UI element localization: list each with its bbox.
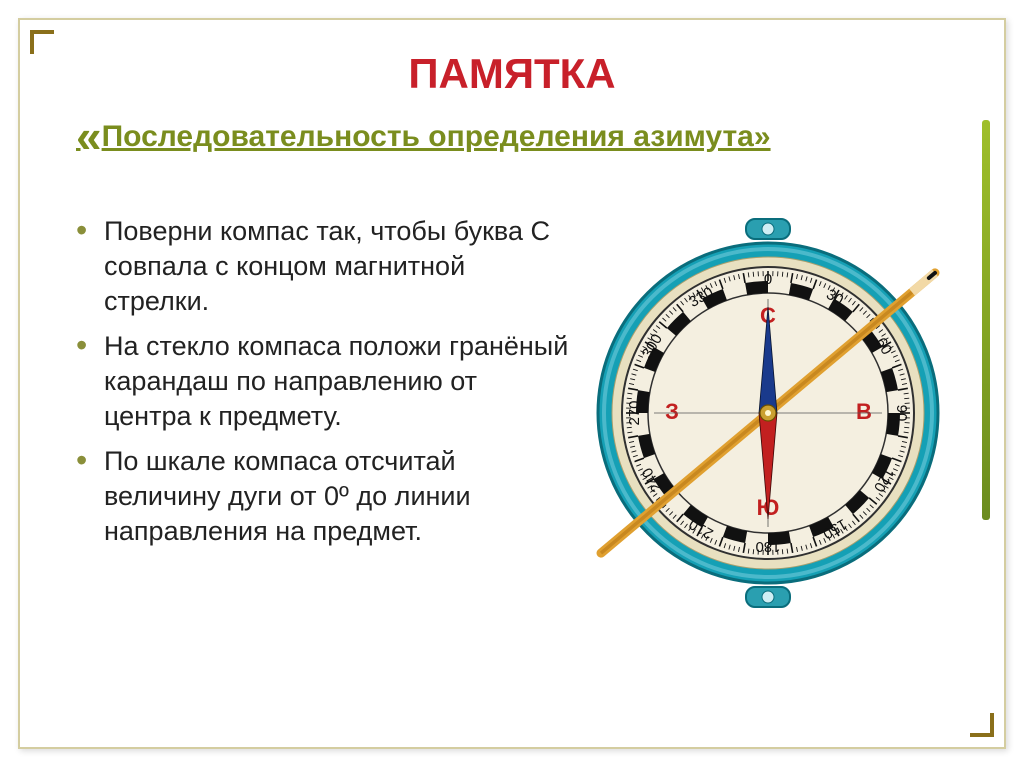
svg-text:180: 180 — [755, 538, 780, 555]
subtitle-quote: « — [76, 110, 102, 162]
svg-text:В: В — [856, 398, 872, 423]
slide-content: ПАМЯТКА «Последовательность определения … — [20, 20, 1004, 628]
instruction-list: Поверни компас так, чтобы буква С совпал… — [76, 214, 570, 560]
compass-figure: 0306090120150180210240270300330СВЮЗ — [588, 214, 948, 608]
slide-subtitle: «Последовательность определения азимута» — [76, 108, 948, 166]
side-accent-bar — [982, 120, 990, 520]
compass-svg: 0306090120150180210240270300330СВЮЗ — [588, 218, 948, 608]
svg-text:З: З — [665, 398, 679, 423]
list-item: По шкале компаса отсчитай величину дуги … — [76, 444, 570, 549]
body-row: Поверни компас так, чтобы буква С совпал… — [76, 214, 948, 608]
svg-text:0: 0 — [764, 270, 772, 287]
slide-frame: ПАМЯТКА «Последовательность определения … — [18, 18, 1006, 749]
subtitle-text: Последовательность определения азимута» — [102, 120, 771, 153]
list-item: На стекло компаса положи гранёный каранд… — [76, 329, 570, 434]
list-item: Поверни компас так, чтобы буква С совпал… — [76, 214, 570, 319]
corner-accent-tl — [30, 30, 54, 54]
corner-accent-br — [970, 713, 994, 737]
slide-title: ПАМЯТКА — [76, 50, 948, 98]
svg-text:270: 270 — [626, 400, 643, 425]
svg-text:90: 90 — [893, 404, 910, 421]
